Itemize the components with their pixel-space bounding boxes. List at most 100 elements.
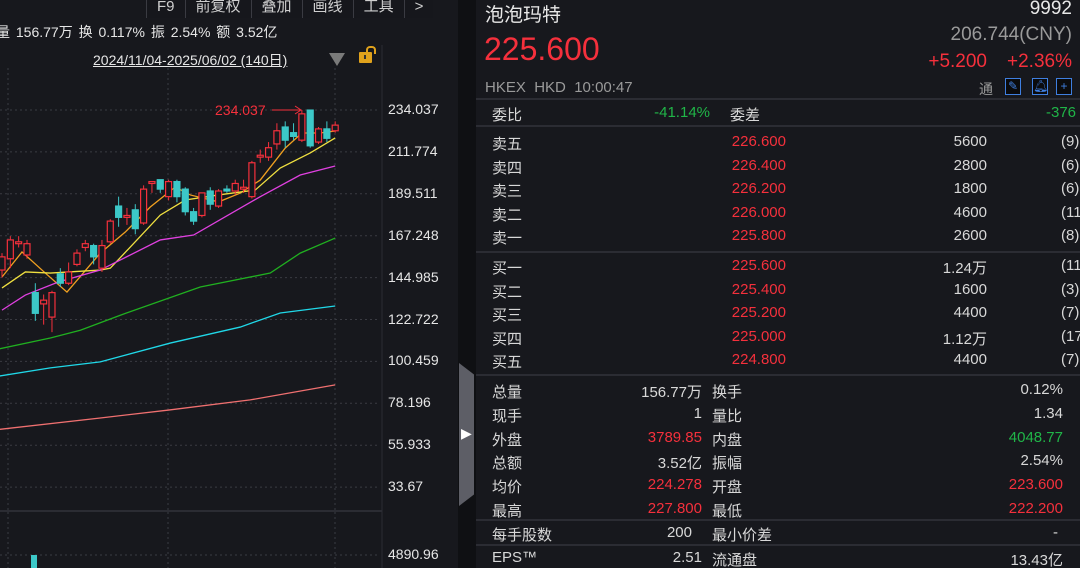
info-value: 13.43亿 [1010, 552, 1063, 568]
candle-body [131, 209, 139, 230]
level-price: 226.000 [731, 203, 786, 221]
price-change: +5.200 [928, 51, 987, 72]
info-value: 2.51 [672, 549, 702, 566]
bid-level-row[interactable]: 买一 225.600 1.24万 (11) [476, 257, 1080, 279]
stat-value: 156.77万 [641, 384, 702, 401]
candle-body [264, 147, 273, 158]
tab-f9[interactable]: F9 [146, 0, 185, 18]
level-count: (17) [1061, 327, 1080, 345]
level-qty: 2800 [953, 156, 987, 174]
tab-more[interactable]: > [403, 0, 434, 18]
stat-row: 最高 227.800 最低 222.200 [476, 500, 1080, 522]
kline-chart: 234.037 [0, 45, 383, 568]
stat-label: 开盘 [712, 479, 743, 497]
add-plus-icon[interactable]: + [1056, 78, 1072, 95]
level-count: (9) [1061, 133, 1080, 150]
date-range[interactable]: 2024/11/04-2025/06/02 (140日) [93, 52, 288, 68]
candle-body [6, 239, 14, 260]
candle-body [31, 292, 39, 314]
candle-body [40, 299, 48, 305]
tab-tools[interactable]: 工具 [352, 0, 404, 18]
volume-bar [31, 555, 37, 568]
stock-name: 泡泡玛特 [485, 5, 562, 26]
candle-body [273, 130, 281, 145]
candle-body [106, 220, 114, 243]
bid-level-row[interactable]: 买四 225.000 1.12万 (17) [476, 328, 1080, 350]
candle-body [289, 132, 298, 138]
level-count: (7) [1061, 304, 1080, 321]
stat-label: 最低 [712, 503, 743, 520]
level-label: 买五 [492, 354, 523, 371]
candle-body [239, 186, 248, 190]
y-tick-label: 55.933 [388, 436, 431, 453]
candle-body [23, 243, 31, 256]
candle-body [15, 241, 23, 245]
level-price: 225.200 [731, 304, 786, 321]
level-qty: 1800 [953, 180, 987, 197]
order-ratio-row: 委比 -41.14% 委差 -376 [476, 104, 1080, 126]
stat-label: 振幅 [712, 455, 743, 473]
diff-value: -376 [1046, 104, 1077, 121]
level-label: 买四 [492, 330, 523, 348]
ask-level-row[interactable]: 卖三 226.200 1800 (6) [476, 180, 1080, 202]
level-label: 卖二 [492, 206, 523, 224]
moving-average-line [1, 130, 336, 293]
stat-label: 总额 [492, 455, 523, 473]
bid-level-row[interactable]: 买二 225.400 1600 (3) [476, 281, 1080, 303]
level-price: 224.800 [731, 351, 786, 368]
level-qty: 4400 [953, 351, 987, 368]
lock-icon[interactable] [359, 46, 376, 63]
level-label: 卖四 [492, 159, 523, 177]
ratio-label: 委比 [492, 107, 523, 124]
stat-value: 4048.77 [1008, 428, 1063, 446]
info-row: 每手股数 200 最小价差 - [476, 524, 1080, 546]
chart-toolbar: F9 前复权 叠加 画线 工具 > [146, 0, 434, 18]
bid-level-row[interactable]: 买三 225.200 4400 (7) [476, 304, 1080, 326]
y-tick-label: 144.985 [388, 268, 439, 285]
last-price: 225.600 [484, 31, 600, 67]
candle-body [306, 109, 314, 147]
stat-value: 3789.85 [647, 428, 702, 446]
stat-row: 总量 156.77万 换手 0.12% [476, 381, 1080, 403]
info-value: - [1053, 524, 1058, 541]
edit-pencil-icon[interactable]: ✎ [1005, 78, 1021, 95]
stat-row: 外盘 3789.85 内盘 4048.77 [476, 429, 1080, 451]
stat-label: 换手 [712, 384, 743, 401]
max-price-label: 234.037 [215, 102, 266, 118]
candle-body [298, 113, 306, 141]
alert-bell-icon[interactable]: 🔔︎ [1032, 78, 1049, 95]
tab-draw[interactable]: 画线 [301, 0, 353, 18]
collapse-handle[interactable]: ▶ [459, 363, 474, 506]
level-price: 226.600 [731, 133, 786, 150]
currency: HKD [534, 79, 566, 96]
stat-value: 223.600 [1008, 476, 1063, 494]
stat-row: 总额 3.52亿 振幅 2.54% [476, 452, 1080, 474]
bid-level-row[interactable]: 买五 224.800 4400 (7) [476, 351, 1080, 373]
market-info: HKEX HKD 10:00:47 [485, 79, 633, 96]
tab-adjust[interactable]: 前复权 [184, 0, 251, 18]
tab-overlay[interactable]: 叠加 [250, 0, 302, 18]
ask-level-row[interactable]: 卖二 226.000 4600 (11) [476, 204, 1080, 226]
ask-level-row[interactable]: 卖一 225.800 2600 (8) [476, 227, 1080, 249]
info-label: 每手股数 [492, 527, 553, 544]
candle-body [189, 211, 198, 222]
play-arrow-icon: ▶ [461, 425, 472, 441]
level-qty: 1.12万 [942, 330, 987, 348]
moving-average-line [0, 384, 336, 430]
level-qty: 4600 [953, 203, 987, 221]
moving-average-line [1, 165, 336, 311]
stat-row: 现手 1 量比 1.34 [476, 405, 1080, 427]
y-tick-label: 33.67 [388, 478, 424, 495]
dropdown-triangle-icon[interactable] [329, 53, 345, 66]
candle-body [223, 188, 231, 192]
candle-body [181, 188, 189, 213]
summary-line: 量 156.77万 换 0.117% 振 2.54% 额 3.52亿 [0, 24, 278, 40]
ask-level-row[interactable]: 卖五 226.600 5600 (9) [476, 133, 1080, 155]
stat-label: 总量 [492, 384, 523, 401]
ask-level-row[interactable]: 卖四 226.400 2800 (6) [476, 157, 1080, 179]
y-tick-label: 122.722 [388, 310, 439, 327]
level-label: 卖三 [492, 183, 523, 200]
level-label: 卖一 [492, 230, 523, 247]
level-price: 225.800 [731, 227, 786, 244]
price-change-pct: +2.36% [1007, 51, 1072, 72]
